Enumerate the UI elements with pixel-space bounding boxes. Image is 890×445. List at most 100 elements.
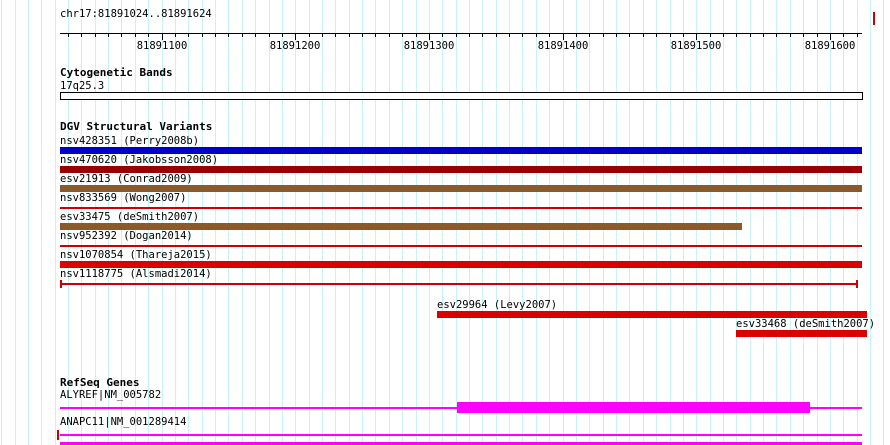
ruler-minor-tick <box>202 33 203 37</box>
ruler-minor-tick <box>629 33 630 37</box>
gene-label[interactable]: ANAPC11|NM_001289414 <box>60 416 187 428</box>
variant-bar[interactable] <box>736 330 867 337</box>
ruler-minor-tick <box>175 33 176 37</box>
grid-line <box>402 0 403 445</box>
variant-label[interactable]: nsv428351 (Perry2008b) <box>60 135 200 147</box>
dgv-heading: DGV Structural Variants <box>60 120 213 133</box>
ruler-major-tick <box>696 33 697 40</box>
grid-line <box>215 0 216 445</box>
ruler-minor-tick <box>656 33 657 37</box>
ruler-minor-tick <box>335 33 336 37</box>
grid-line <box>28 0 29 445</box>
variant-range-cap[interactable] <box>60 280 62 288</box>
grid-line <box>55 0 56 445</box>
variant-label[interactable]: esv33468 (deSmith2007) <box>736 318 876 330</box>
ruler-minor-tick <box>616 33 617 37</box>
grid-line <box>817 0 818 445</box>
ruler-minor-tick <box>148 33 149 37</box>
variant-bar[interactable] <box>60 261 862 268</box>
grid-line <box>496 0 497 445</box>
gene-line[interactable] <box>60 434 862 436</box>
variant-label[interactable]: nsv470620 (Jakobsson2008) <box>60 154 219 166</box>
grid-line <box>456 0 457 445</box>
grid-line <box>656 0 657 445</box>
grid-line <box>723 0 724 445</box>
grid-line <box>830 0 831 445</box>
grid-line <box>175 0 176 445</box>
grid-line <box>228 0 229 445</box>
grid-line <box>563 0 564 445</box>
variant-label[interactable]: nsv1118775 (Alsmadi2014) <box>60 268 212 280</box>
variant-label[interactable]: esv29964 (Levy2007) <box>437 299 558 311</box>
ruler-tick-label: 81891100 <box>136 40 188 52</box>
grid-line <box>389 0 390 445</box>
grid-line <box>629 0 630 445</box>
grid-line <box>335 0 336 445</box>
variant-bar[interactable] <box>60 223 742 230</box>
grid-line <box>375 0 376 445</box>
grid-line <box>202 0 203 445</box>
variant-label[interactable]: nsv1070854 (Thareja2015) <box>60 249 212 261</box>
grid-line <box>469 0 470 445</box>
grid-line <box>522 0 523 445</box>
variant-label[interactable]: nsv833569 (Wong2007) <box>60 192 187 204</box>
variant-label[interactable]: nsv952392 (Dogan2014) <box>60 230 193 242</box>
ruler-major-tick <box>162 33 163 40</box>
region-position-label: chr17:81891024..81891624 <box>60 8 212 20</box>
grid-line <box>763 0 764 445</box>
grid-line <box>148 0 149 445</box>
grid-line <box>790 0 791 445</box>
ruler-minor-tick <box>135 33 136 37</box>
ruler-minor-tick <box>763 33 764 37</box>
ruler-minor-tick <box>469 33 470 37</box>
grid-line <box>589 0 590 445</box>
ruler-minor-tick <box>843 33 844 37</box>
gene-exon-box[interactable] <box>457 402 810 413</box>
ruler-minor-tick <box>255 33 256 37</box>
ruler-minor-tick <box>776 33 777 37</box>
ruler-tick-label: 81891500 <box>670 40 722 52</box>
ruler-minor-tick <box>817 33 818 37</box>
ruler-minor-tick <box>282 33 283 37</box>
ruler-minor-tick <box>710 33 711 37</box>
variant-label[interactable]: esv21913 (Conrad2009) <box>60 173 193 185</box>
variant-bar[interactable] <box>437 311 867 318</box>
ruler-minor-tick <box>269 33 270 37</box>
grid-line <box>750 0 751 445</box>
grid-line <box>81 0 82 445</box>
variant-bar[interactable] <box>60 245 862 247</box>
grid-line <box>95 0 96 445</box>
ruler-minor-tick <box>402 33 403 37</box>
variant-bar[interactable] <box>60 147 862 154</box>
variant-range-cap[interactable] <box>856 280 858 288</box>
ruler-minor-tick <box>108 33 109 37</box>
ruler-minor-tick <box>482 33 483 37</box>
variant-bar[interactable] <box>60 207 862 209</box>
grid-line <box>603 0 604 445</box>
variant-bar[interactable] <box>60 283 858 285</box>
grid-line <box>883 0 884 445</box>
ruler-major-tick <box>295 33 296 40</box>
variant-bar[interactable] <box>60 166 862 173</box>
ruler-major-tick <box>830 33 831 40</box>
variant-bar[interactable] <box>60 185 862 192</box>
grid-line <box>576 0 577 445</box>
clipped-gene-line <box>60 442 862 445</box>
grid-line <box>710 0 711 445</box>
ruler-major-tick <box>429 33 430 40</box>
grid-line <box>309 0 310 445</box>
ruler-minor-tick <box>509 33 510 37</box>
grid-line <box>41 0 42 445</box>
ruler-minor-tick <box>121 33 122 37</box>
gene-label[interactable]: ALYREF|NM_005782 <box>60 389 162 401</box>
ruler-minor-tick <box>643 33 644 37</box>
variant-label[interactable]: esv33475 (deSmith2007) <box>60 211 200 223</box>
grid-line <box>108 0 109 445</box>
ruler-minor-tick <box>322 33 323 37</box>
grid-line <box>776 0 777 445</box>
ruler-tick-label: 81891600 <box>804 40 856 52</box>
ruler-minor-tick <box>389 33 390 37</box>
grid-line <box>442 0 443 445</box>
refseq-heading: RefSeq Genes <box>60 376 140 389</box>
